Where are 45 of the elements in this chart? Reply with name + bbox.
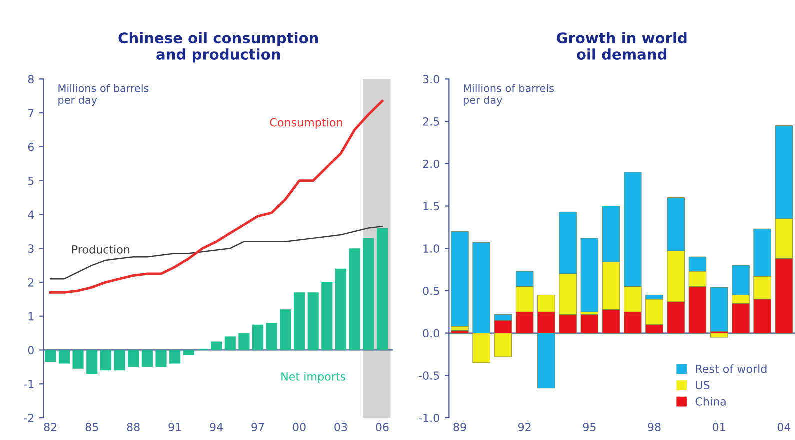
series-label: Consumption — [270, 118, 342, 129]
legend-label: China — [696, 397, 726, 406]
x-tick-label: 01 — [713, 423, 726, 432]
x-tick-label: 03 — [334, 423, 348, 432]
y-tick-label: 5 — [28, 176, 34, 186]
chart-title: Growth in world oil demand — [556, 32, 687, 60]
y-tick-label: 8 — [28, 75, 34, 84]
y-tick-label: 2 — [28, 278, 34, 287]
x-tick-label: 92 — [518, 423, 531, 432]
x-tick-label: 95 — [583, 423, 596, 432]
series-label: Net imports — [282, 372, 346, 384]
y-tick-label: 3.0 — [423, 75, 440, 84]
y-tick-label: -0.5 — [419, 372, 440, 380]
y-axis-title: Millions of barrels per day — [58, 84, 149, 106]
y-tick-label: -1.0 — [419, 414, 440, 422]
y-tick-label: 1.0 — [424, 244, 440, 253]
y-tick-label: 1 — [28, 312, 34, 321]
y-tick-label: 0.5 — [423, 286, 440, 296]
y-axis-title: Millions of barrels per day — [464, 84, 554, 106]
y-tick-label: 1.5 — [424, 202, 440, 211]
x-tick-label: 06 — [376, 423, 389, 432]
x-tick-label: 82 — [44, 423, 57, 432]
x-tick-label: 88 — [127, 423, 140, 432]
y-tick-label: 2.5 — [423, 118, 440, 126]
y-tick-label: -2 — [24, 414, 34, 422]
y-tick-label: 4 — [28, 210, 34, 219]
y-tick-label: 6 — [28, 142, 34, 152]
x-tick-label: 98 — [648, 423, 661, 432]
chart-title: Chinese oil consumption and production — [118, 32, 318, 63]
series-label: Production — [72, 245, 130, 254]
legend-label: Rest of world — [696, 364, 767, 374]
y-tick-label: 7 — [28, 109, 34, 118]
x-tick-label: 00 — [293, 423, 306, 432]
x-tick-label: 94 — [210, 423, 223, 432]
x-tick-label: 97 — [252, 423, 264, 432]
y-tick-label: 3 — [28, 244, 34, 253]
y-tick-label: -1 — [24, 380, 34, 388]
x-tick-label: 89 — [454, 423, 466, 432]
x-tick-label: 85 — [86, 423, 98, 432]
y-tick-label: 2.0 — [423, 160, 440, 168]
legend-label: US — [696, 381, 710, 390]
y-tick-label: 0.0 — [423, 329, 440, 338]
x-tick-label: 04 — [778, 423, 791, 432]
x-tick-label: 91 — [168, 423, 182, 432]
y-tick-label: 0 — [28, 346, 34, 355]
